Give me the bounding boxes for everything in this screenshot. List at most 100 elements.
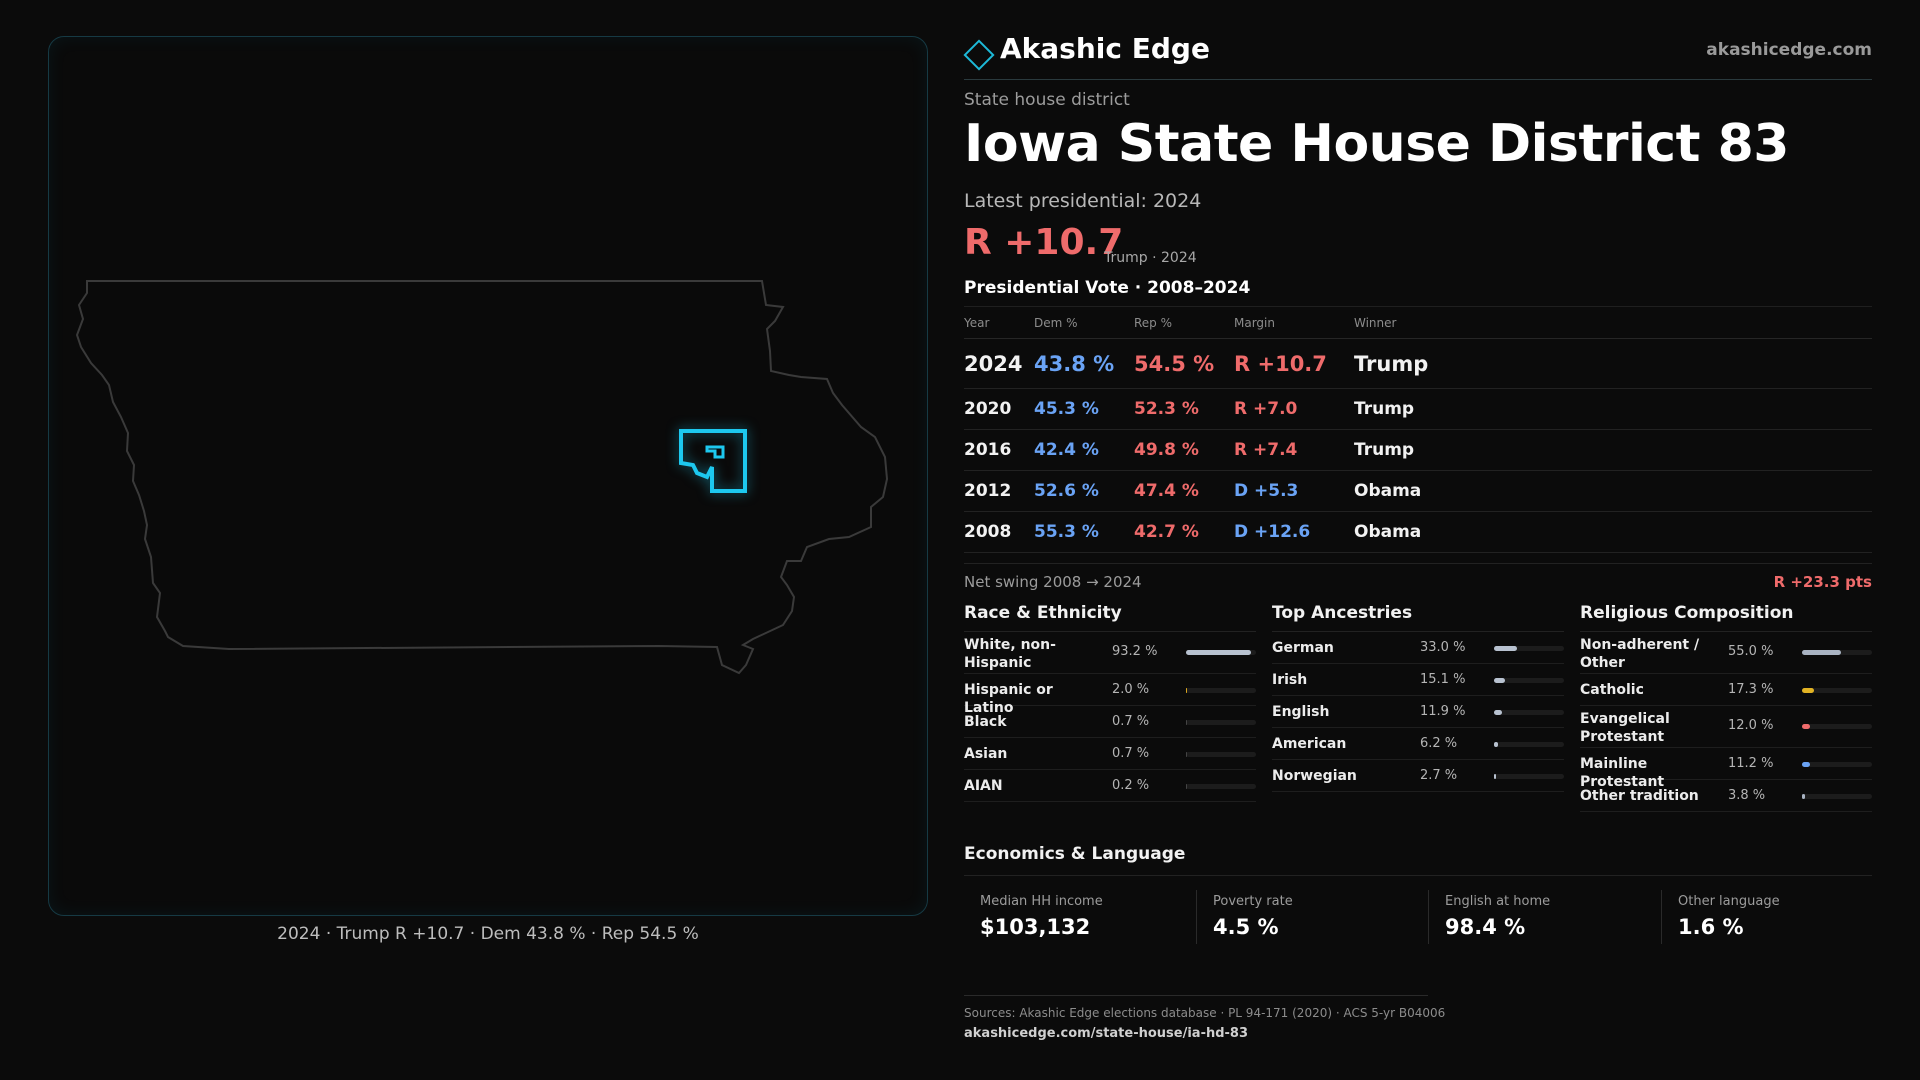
- religion-bar-track: [1802, 794, 1872, 799]
- race-label: Asian: [964, 746, 1008, 762]
- religion-pct: 17.3 %: [1728, 682, 1774, 697]
- race-title: Race & Ethnicity: [964, 600, 1256, 632]
- row-winner: Trump: [1354, 399, 1415, 419]
- race-ethnicity-panel: Race & Ethnicity White, non-Hispanic 93.…: [964, 600, 1256, 802]
- list-item: Hispanic or Latino 2.0 %: [964, 674, 1256, 716]
- header-rep: Rep %: [1134, 316, 1173, 330]
- race-bar-fill: [1186, 650, 1252, 655]
- row-margin: R +7.0: [1234, 399, 1298, 419]
- row-margin: R +10.7: [1234, 352, 1327, 376]
- header-margin: Margin: [1234, 316, 1275, 330]
- row-dem: 52.6 %: [1034, 481, 1099, 501]
- brand-name[interactable]: Akashic Edge: [1000, 32, 1210, 65]
- ancestry-pct: 15.1 %: [1420, 672, 1466, 687]
- race-bar-track: [1186, 688, 1256, 693]
- stat-median-income: Median HH income $103,132: [964, 890, 1182, 944]
- table-row: 2016 42.4 % 49.8 % R +7.4 Trump: [964, 430, 1872, 471]
- race-bar-track: [1186, 752, 1256, 757]
- stat-label: Other language: [1678, 894, 1780, 909]
- race-label: White, non-Hispanic: [964, 637, 1056, 671]
- list-item: Asian 0.7 %: [964, 738, 1256, 770]
- row-winner: Trump: [1354, 352, 1429, 376]
- source-url-link[interactable]: akashicedge.com/state-house/ia-hd-83: [964, 1026, 1249, 1041]
- list-item: Irish 15.1 %: [1272, 664, 1564, 696]
- list-item: Non-adherent / Other 55.0 %: [1580, 632, 1872, 674]
- row-year: 2016: [964, 440, 1012, 460]
- map-panel[interactable]: [48, 36, 928, 916]
- row-winner: Obama: [1354, 522, 1422, 542]
- economics-stats: Median HH income $103,132 Poverty rate 4…: [964, 890, 1872, 944]
- ancestry-pct: 33.0 %: [1420, 640, 1466, 655]
- row-year: 2012: [964, 481, 1012, 501]
- table-row: 2008 55.3 % 42.7 % D +12.6 Obama: [964, 512, 1872, 553]
- page-title: Iowa State House District 83: [964, 114, 1789, 174]
- religion-bar-fill: [1802, 688, 1815, 693]
- row-rep: 47.4 %: [1134, 481, 1199, 501]
- list-item: Evangelical Protestant 12.0 %: [1580, 706, 1872, 748]
- religion-bar-track: [1802, 762, 1872, 767]
- race-pct: 0.7 %: [1112, 746, 1150, 761]
- ancestry-bar-fill: [1494, 646, 1518, 651]
- religion-bar-fill: [1802, 724, 1811, 729]
- header-year: Year: [964, 316, 990, 330]
- brand-diamond-icon: [963, 39, 995, 71]
- row-winner: Obama: [1354, 481, 1422, 501]
- race-bar-track: [1186, 720, 1256, 725]
- race-pct: 2.0 %: [1112, 682, 1150, 697]
- ancestry-bar-track: [1494, 774, 1564, 779]
- brand-bar: Akashic Edge akashicedge.com: [963, 32, 1872, 80]
- row-year: 2008: [964, 522, 1012, 542]
- footer-divider: [964, 995, 1428, 996]
- race-label: Black: [964, 714, 1007, 730]
- header-dem: Dem %: [1034, 316, 1078, 330]
- religion-title: Religious Composition: [1580, 600, 1872, 632]
- district-type: State house district: [964, 90, 1130, 110]
- row-dem: 55.3 %: [1034, 522, 1099, 542]
- stat-other-language: Other language 1.6 %: [1661, 890, 1879, 944]
- latest-margin: R +10.7: [964, 222, 1124, 263]
- race-label: AIAN: [964, 778, 1003, 794]
- stat-poverty-rate: Poverty rate 4.5 %: [1196, 890, 1414, 944]
- religion-label: Evangelical Protestant: [1580, 711, 1670, 745]
- sources-text: Sources: Akashic Edge elections database…: [964, 1006, 1446, 1020]
- religion-pct: 3.8 %: [1728, 788, 1766, 803]
- ancestry-bar-fill: [1494, 774, 1496, 779]
- ancestry-label: Irish: [1272, 672, 1308, 688]
- stat-label: Poverty rate: [1213, 894, 1293, 909]
- net-swing: Net swing 2008 → 2024 R +23.3 pts: [964, 563, 1872, 599]
- ancestry-label: American: [1272, 736, 1347, 752]
- list-item: White, non-Hispanic 93.2 %: [964, 632, 1256, 674]
- religion-pct: 55.0 %: [1728, 644, 1774, 659]
- ancestry-pct: 2.7 %: [1420, 768, 1458, 783]
- table-header: Year Dem % Rep % Margin Winner: [964, 307, 1872, 339]
- list-item: English 11.9 %: [1272, 696, 1564, 728]
- net-swing-value: R +23.3 pts: [1773, 573, 1872, 591]
- stat-label: English at home: [1445, 894, 1551, 909]
- race-bar-fill: [1186, 720, 1188, 725]
- religion-label: Mainline Protestant: [1580, 756, 1665, 790]
- ancestry-bar-track: [1494, 678, 1564, 683]
- brand-url[interactable]: akashicedge.com: [1706, 40, 1872, 60]
- ancestry-pct: 6.2 %: [1420, 736, 1458, 751]
- race-pct: 0.2 %: [1112, 778, 1150, 793]
- row-dem: 45.3 %: [1034, 399, 1099, 419]
- list-item: Other tradition 3.8 %: [1580, 780, 1872, 812]
- religion-panel: Religious Composition Non-adherent / Oth…: [1580, 600, 1872, 812]
- row-dem: 43.8 %: [1034, 352, 1115, 376]
- row-rep: 42.7 %: [1134, 522, 1199, 542]
- row-rep: 54.5 %: [1134, 352, 1215, 376]
- religion-bar-fill: [1802, 762, 1810, 767]
- district-map[interactable]: [49, 37, 929, 917]
- table-row: 2020 45.3 % 52.3 % R +7.0 Trump: [964, 389, 1872, 430]
- religion-label: Non-adherent / Other: [1580, 637, 1700, 671]
- stat-english-at-home: English at home 98.4 %: [1428, 890, 1646, 944]
- table-row: 2012 52.6 % 47.4 % D +5.3 Obama: [964, 471, 1872, 512]
- iowa-state-outline: [75, 280, 889, 675]
- row-margin: D +5.3: [1234, 481, 1299, 501]
- district-83-outline[interactable]: [679, 429, 747, 493]
- table-row: 2024 43.8 % 54.5 % R +10.7 Trump: [964, 339, 1872, 389]
- race-bar-fill: [1186, 784, 1188, 789]
- row-rep: 49.8 %: [1134, 440, 1199, 460]
- religion-label: Catholic: [1580, 682, 1644, 698]
- race-bar-fill: [1186, 688, 1188, 693]
